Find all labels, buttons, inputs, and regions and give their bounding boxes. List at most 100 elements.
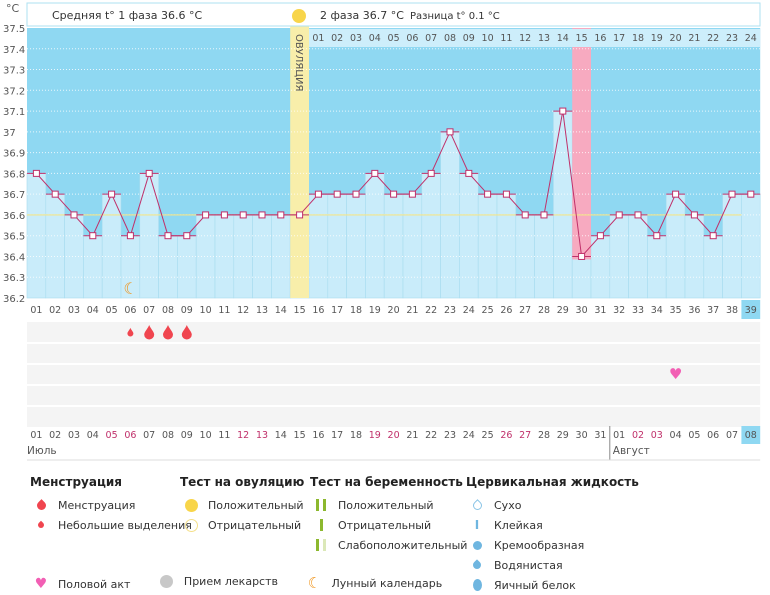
temperature-point bbox=[220, 211, 228, 219]
blood-drop-icon bbox=[144, 325, 155, 340]
cycle-day-label: 32 bbox=[613, 305, 625, 316]
temperature-point bbox=[108, 190, 116, 198]
date-label: 15 bbox=[294, 430, 306, 441]
date-label: 04 bbox=[670, 430, 682, 441]
temperature-point bbox=[465, 169, 473, 177]
date-label: 16 bbox=[312, 430, 324, 441]
date-label: 28 bbox=[538, 430, 550, 441]
phase2-average: 2 фаза 36.7 °C bbox=[320, 9, 404, 22]
date-label: 09 bbox=[181, 430, 193, 441]
legend-label: Прием лекарств bbox=[183, 575, 278, 588]
date-label: 06 bbox=[707, 430, 719, 441]
temperature-point bbox=[314, 190, 322, 198]
phase2-day-label: 05 bbox=[388, 33, 400, 44]
y-tick-label: 36.6 bbox=[3, 211, 25, 222]
y-tick-label: 36.3 bbox=[3, 273, 25, 284]
temperature-point bbox=[32, 169, 40, 177]
temperature-bar bbox=[158, 235, 178, 299]
cycle-day-label: 16 bbox=[312, 305, 324, 316]
faint-line-icon bbox=[310, 539, 332, 551]
temperature-bar bbox=[402, 193, 423, 299]
temperature-point bbox=[51, 190, 59, 198]
cycle-day-label: 14 bbox=[275, 305, 287, 316]
cycle-day-label: 05 bbox=[106, 305, 118, 316]
cycle-day-label: 37 bbox=[707, 305, 719, 316]
temperature-bar bbox=[139, 173, 159, 299]
date-label: 07 bbox=[726, 430, 738, 441]
date-label: 29 bbox=[557, 430, 569, 441]
heart-icon: ♥ bbox=[34, 576, 48, 592]
temperature-point bbox=[484, 190, 492, 198]
y-tick-label: 36.5 bbox=[3, 232, 25, 243]
legend-label: Небольшие выделения bbox=[58, 518, 192, 532]
legend-title: Тест на беременность bbox=[310, 475, 463, 489]
legend-label: Положительный bbox=[208, 498, 304, 512]
date-label: 01 bbox=[613, 430, 625, 441]
y-tick-label: 36.9 bbox=[3, 149, 25, 160]
moon-icon: ☾ bbox=[307, 574, 322, 592]
legend-title: Тест на овуляцию bbox=[180, 475, 305, 489]
date-label: 30 bbox=[576, 430, 588, 441]
phase2-day-label: 01 bbox=[312, 33, 324, 44]
temperature-point bbox=[578, 252, 586, 260]
date-label: 11 bbox=[218, 430, 230, 441]
temperature-bar bbox=[496, 193, 517, 299]
temperature-point bbox=[371, 169, 379, 177]
date-label: 10 bbox=[200, 430, 212, 441]
cycle-day-label: 10 bbox=[200, 305, 212, 316]
date-label: 03 bbox=[68, 430, 80, 441]
temperature-point bbox=[709, 232, 717, 240]
legend-title: Цервикальная жидкость bbox=[466, 475, 639, 489]
temperature-point bbox=[258, 211, 266, 219]
temperature-point bbox=[183, 232, 191, 240]
date-label: 31 bbox=[594, 430, 606, 441]
temperature-point bbox=[653, 232, 661, 240]
temperature-bar bbox=[477, 193, 498, 299]
y-tick-label: 36.8 bbox=[3, 169, 25, 180]
y-unit: °C bbox=[6, 2, 20, 15]
temperature-bar bbox=[214, 214, 235, 299]
phase2-day-label: 02 bbox=[331, 33, 343, 44]
dry-icon bbox=[466, 498, 488, 512]
temperature-bar bbox=[383, 193, 404, 299]
blood-drop-icon bbox=[181, 325, 192, 340]
legend-label: Отрицательный bbox=[208, 518, 302, 532]
phase2-day-label: 11 bbox=[500, 33, 512, 44]
moon-icon: ☾ bbox=[123, 279, 137, 298]
legend-other: ♥ Половой акт Прием лекарств ☾ Лунный кале… bbox=[30, 574, 464, 592]
cycle-day-label: 34 bbox=[651, 305, 663, 316]
cycle-day-label: 23 bbox=[444, 305, 456, 316]
temperature-bar bbox=[45, 193, 65, 299]
temperature-point bbox=[333, 190, 341, 198]
egg-white-icon bbox=[466, 579, 488, 591]
ovulation-column bbox=[290, 3, 309, 298]
cycle-day-label: 26 bbox=[500, 305, 512, 316]
date-label: 05 bbox=[106, 430, 118, 441]
y-tick-label: 36.2 bbox=[3, 294, 25, 305]
heart-icon: ♥ bbox=[669, 365, 682, 383]
temperature-point bbox=[502, 190, 510, 198]
date-label: 27 bbox=[519, 430, 531, 441]
cycle-day-label: 02 bbox=[49, 305, 61, 316]
blood-drop-icon bbox=[127, 327, 134, 337]
date-label: 12 bbox=[237, 430, 249, 441]
phase2-day-label: 18 bbox=[632, 33, 644, 44]
temperature-point bbox=[89, 232, 97, 240]
temperature-point bbox=[126, 232, 134, 240]
temperature-point bbox=[427, 169, 435, 177]
legend-label: Водянистая bbox=[494, 558, 563, 572]
cycle-day-label: 29 bbox=[557, 305, 569, 316]
cycle-day-label: 06 bbox=[124, 305, 136, 316]
month-label: Июль bbox=[27, 445, 57, 457]
temperature-point bbox=[747, 190, 755, 198]
phase2-day-label: 23 bbox=[726, 33, 738, 44]
one-line-icon bbox=[310, 519, 332, 531]
legend-label: Клейкая bbox=[494, 518, 543, 532]
temperature-bar bbox=[346, 193, 366, 299]
pill-icon bbox=[156, 575, 178, 588]
temperature-difference: Разница t° 0.1 °C bbox=[410, 11, 500, 22]
phase2-day-label: 14 bbox=[557, 33, 569, 44]
phase2-day-label: 10 bbox=[482, 33, 494, 44]
y-tick-label: 37 bbox=[3, 128, 16, 139]
phase2-day-label: 07 bbox=[425, 33, 437, 44]
